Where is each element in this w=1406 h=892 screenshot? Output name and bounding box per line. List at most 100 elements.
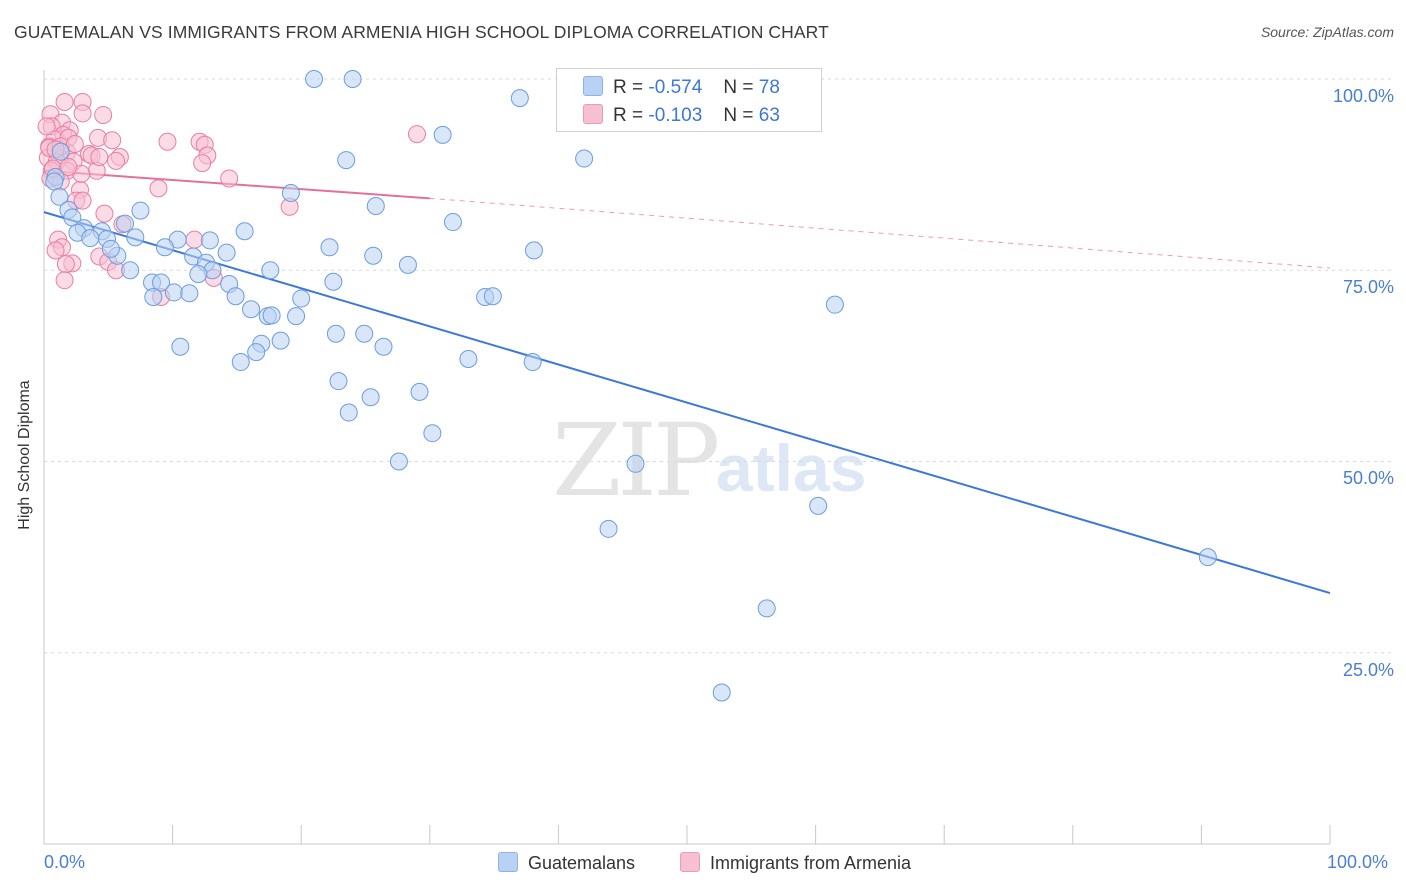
point-guatemalans-37 (324, 272, 343, 291)
point-guatemalans-22 (126, 228, 145, 247)
point-guatemalans-36 (121, 261, 140, 280)
bottom-legend-guatemalans[interactable]: Guatemalans (498, 852, 635, 874)
x-tick-label-100: 100.0% (1327, 852, 1389, 872)
legend-r-label-1: R = (613, 77, 644, 98)
point-guatemalans-13 (131, 201, 150, 220)
point-armenia-26 (107, 151, 126, 170)
point-guatemalans-2 (510, 89, 529, 108)
point-guatemalans-70 (809, 496, 828, 515)
point-guatemalans-55 (271, 331, 290, 350)
point-armenia-38 (73, 191, 92, 210)
point-guatemalans-8 (281, 183, 300, 202)
trend-line-armenia-extension (429, 197, 1331, 269)
point-guatemalans-71 (599, 519, 618, 538)
point-guatemalans-1 (343, 70, 362, 88)
stats-legend: R = -0.574 N = 78 R = -0.103 N = 63 (556, 68, 822, 132)
bottom-legend-armenia[interactable]: Immigrants from Armenia (680, 852, 911, 874)
point-guatemalans-3 (433, 125, 452, 144)
chart-title: GUATEMALAN VS IMMIGRANTS FROM ARMENIA HI… (14, 22, 829, 42)
point-guatemalans-52 (825, 295, 844, 314)
point-armenia-59 (65, 135, 84, 154)
point-guatemalans-27 (217, 243, 236, 262)
point-armenia-60 (90, 148, 109, 167)
point-guatemalans-62 (523, 353, 542, 372)
point-guatemalans-64 (410, 382, 429, 401)
point-armenia-48 (56, 255, 75, 274)
point-armenia-44 (46, 241, 65, 260)
watermark-atlas: atlas (716, 431, 867, 505)
y-tick-label-75: 75.0% (1342, 277, 1394, 297)
point-guatemalans-43 (144, 288, 163, 307)
point-guatemalans-33 (398, 255, 417, 274)
point-armenia-5 (94, 105, 113, 124)
chart-source: Source: ZipAtlas.com (1260, 24, 1394, 40)
point-guatemalans-7 (45, 172, 64, 191)
legend-n-label-1: N = (723, 77, 754, 98)
point-guatemalans-0 (305, 70, 324, 88)
point-armenia-61 (59, 157, 78, 176)
point-guatemalans-60 (459, 349, 478, 368)
legend-row-guatemalans: R = -0.574 N = 78 (583, 76, 780, 99)
point-guatemalans-9 (366, 196, 385, 215)
legend-r-label-2: R = (613, 105, 644, 126)
axes (43, 70, 1331, 845)
point-guatemalans-42 (180, 284, 199, 303)
legend-row-armenia: R = -0.103 N = 63 (583, 104, 780, 127)
point-guatemalans-74 (712, 683, 731, 702)
point-guatemalans-20 (81, 229, 100, 248)
trend-line-armenia (43, 169, 430, 200)
point-guatemalans-31 (364, 246, 383, 265)
bottom-legend-swatch-blue (498, 852, 518, 872)
point-armenia-4 (73, 104, 92, 123)
point-armenia-28 (193, 154, 212, 173)
y-axis-label: High School Diploma (16, 380, 33, 530)
legend-swatch-pink (583, 104, 603, 124)
point-guatemalans-28 (524, 241, 543, 260)
point-guatemalans-61 (231, 353, 250, 372)
point-guatemalans-73 (757, 599, 776, 618)
point-armenia-52 (55, 271, 74, 290)
point-guatemalans-76 (189, 265, 208, 284)
legend-n-value-2: 63 (758, 105, 780, 126)
bottom-legend-swatch-pink (680, 852, 700, 872)
bottom-legend-label-2: Immigrants from Armenia (710, 853, 912, 873)
point-guatemalans-63 (329, 372, 348, 391)
point-guatemalans-24 (200, 231, 219, 250)
legend-r-value-2: -0.103 (648, 105, 703, 126)
point-guatemalans-51 (287, 307, 306, 326)
point-guatemalans-72 (1198, 548, 1217, 567)
point-guatemalans-35 (261, 261, 280, 280)
point-armenia-55 (37, 117, 56, 136)
point-guatemalans-18 (235, 222, 254, 241)
point-guatemalans-14 (443, 213, 462, 232)
point-guatemalans-10 (50, 187, 69, 206)
point-guatemalans-41 (164, 283, 183, 302)
point-guatemalans-39 (152, 273, 171, 292)
y-tick-label-100: 100.0% (1332, 86, 1394, 106)
point-guatemalans-16 (116, 214, 135, 233)
point-guatemalans-59 (247, 343, 266, 362)
point-guatemalans-68 (389, 452, 408, 471)
point-guatemalans-26 (155, 238, 174, 257)
point-guatemalans-4 (575, 149, 594, 168)
point-guatemalans-54 (355, 324, 374, 343)
point-guatemalans-48 (242, 300, 261, 319)
point-guatemalans-44 (226, 287, 245, 306)
point-armenia-36 (149, 179, 168, 198)
point-guatemalans-77 (101, 239, 120, 258)
point-armenia-0 (55, 92, 74, 111)
point-guatemalans-58 (374, 337, 393, 356)
data-points (37, 70, 1217, 702)
point-guatemalans-47 (483, 287, 502, 306)
y-tick-label-25: 25.0% (1342, 660, 1394, 680)
point-armenia-13 (158, 132, 177, 151)
point-armenia-45 (185, 230, 204, 249)
point-guatemalans-45 (292, 289, 311, 308)
point-guatemalans-65 (361, 388, 380, 407)
point-guatemalans-53 (326, 324, 345, 343)
legend-swatch-blue (583, 76, 603, 96)
x-tick-label-0: 0.0% (44, 852, 86, 872)
legend-n-value-1: 78 (758, 77, 780, 98)
point-guatemalans-25 (320, 238, 339, 257)
